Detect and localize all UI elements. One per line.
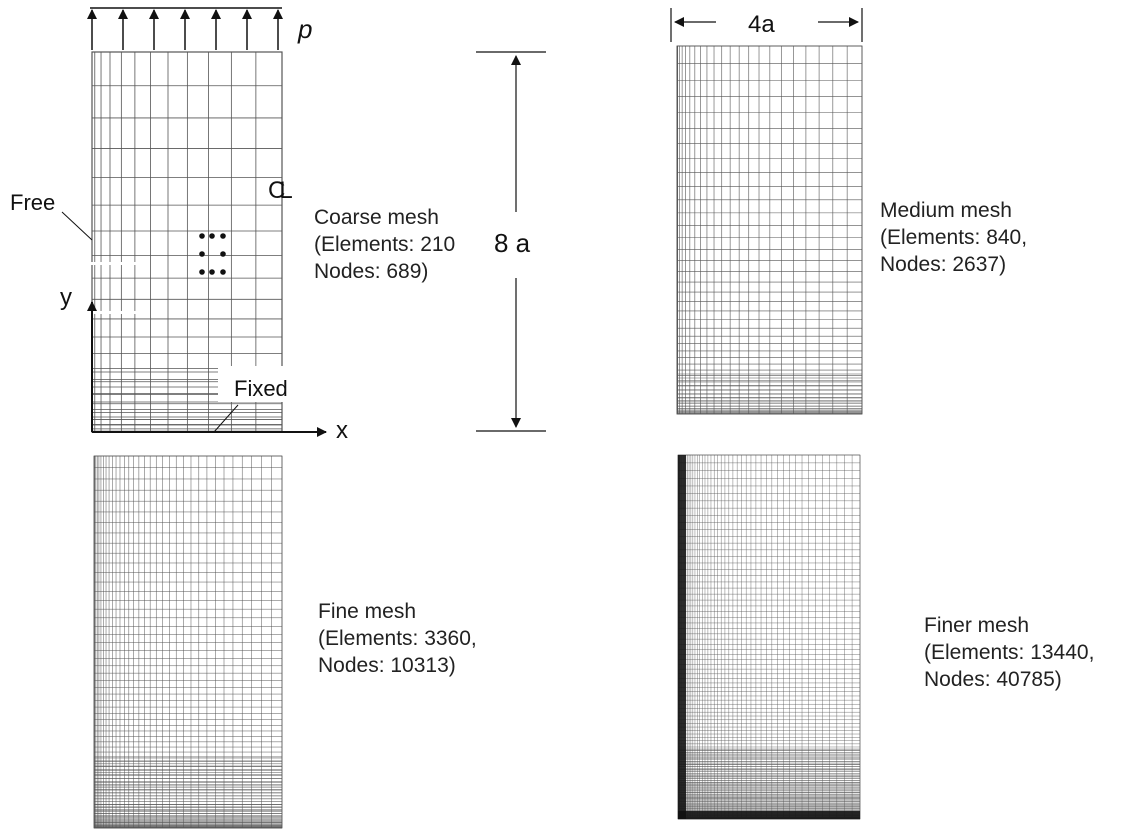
finer-mesh-grid — [677, 454, 861, 820]
finer-mesh-elements: (Elements: 13440, — [924, 641, 1095, 664]
finer-mesh-caption: Finer mesh (Elements: 13440, Nodes: 4078… — [924, 612, 1094, 693]
edge-gap-2 — [88, 311, 148, 314]
medium-mesh-title: Medium mesh — [880, 199, 1012, 222]
element-node — [209, 233, 215, 239]
element-node-markers — [199, 233, 226, 275]
load-label: p — [297, 14, 312, 44]
mesh-border — [93, 455, 283, 829]
coarse-mesh-nodes: Nodes: 689) — [314, 260, 429, 283]
finer-mesh-nodes: Nodes: 40785) — [924, 668, 1062, 691]
element-node — [209, 269, 215, 275]
edge-gap-1 — [88, 262, 148, 265]
mesh-border — [676, 45, 863, 415]
coarse-mesh-title: Coarse mesh — [314, 206, 439, 229]
fine-mesh-caption: Fine mesh (Elements: 3360, Nodes: 10313) — [318, 598, 477, 679]
free-leader-line — [61, 211, 93, 241]
fixed-edge-label: Fixed — [234, 376, 288, 401]
coarse-mesh-caption: Coarse mesh (Elements: 210 Nodes: 689) — [314, 204, 455, 285]
width-dimension — [670, 8, 863, 42]
fixed-leader-line — [213, 404, 239, 433]
element-node — [199, 269, 205, 275]
element-node — [220, 233, 226, 239]
x-axis-label: x — [336, 417, 348, 444]
height-dimension — [476, 51, 546, 432]
medium-mesh-elements: (Elements: 840, — [880, 226, 1028, 249]
fixed-label-backdrop — [218, 366, 308, 402]
centerline-symbol: CL — [268, 177, 292, 204]
fine-mesh-nodes: Nodes: 10313) — [318, 654, 456, 677]
free-edge-label: Free — [10, 190, 55, 215]
coarse-mesh-elements: (Elements: 210 — [314, 233, 456, 256]
medium-mesh-grid — [676, 45, 863, 415]
fine-mesh-title: Fine mesh — [318, 600, 417, 623]
fine-mesh-elements: (Elements: 3360, — [318, 627, 477, 650]
medium-mesh-nodes: Nodes: 2637) — [880, 253, 1007, 276]
element-node — [199, 233, 205, 239]
pressure-load-arrows — [87, 9, 283, 50]
width-dimension-label: 4a — [748, 11, 775, 38]
finer-mesh-dense-edge — [678, 455, 686, 819]
height-dimension-label: 8 a — [494, 228, 531, 258]
element-node — [199, 251, 205, 257]
fine-mesh-grid — [93, 455, 283, 829]
finer-mesh-title: Finer mesh — [924, 614, 1030, 637]
element-node — [220, 269, 226, 275]
medium-mesh-caption: Medium mesh (Elements: 840, Nodes: 2637) — [880, 197, 1027, 278]
element-node — [220, 251, 226, 257]
finer-mesh-dense-bottom — [678, 811, 860, 819]
y-axis-label: y — [60, 284, 72, 311]
mesh-border — [677, 454, 861, 820]
